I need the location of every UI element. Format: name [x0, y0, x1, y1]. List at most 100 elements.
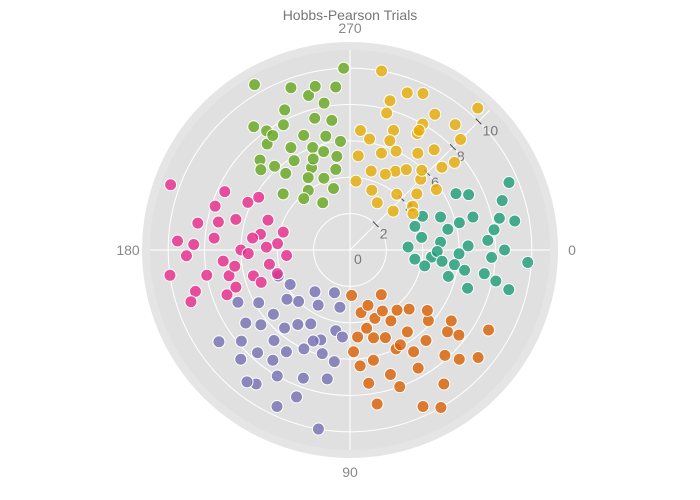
data-point	[374, 288, 388, 302]
data-point	[254, 275, 268, 289]
data-point	[292, 294, 306, 308]
data-point	[437, 377, 451, 391]
data-point	[415, 230, 429, 244]
data-point	[416, 86, 430, 100]
data-point	[402, 302, 416, 316]
data-point	[448, 118, 462, 132]
data-point	[276, 118, 290, 132]
data-point	[297, 192, 311, 206]
data-point	[492, 211, 506, 225]
data-point	[333, 300, 347, 314]
data-point	[383, 94, 397, 108]
data-point	[411, 146, 425, 160]
angular-tick-label: 90	[342, 464, 358, 480]
data-point	[319, 129, 333, 143]
data-point	[302, 88, 316, 102]
data-point	[234, 334, 248, 348]
data-point	[454, 132, 468, 146]
data-point	[502, 176, 516, 190]
data-point	[212, 335, 226, 349]
data-point	[241, 195, 255, 209]
data-point	[246, 231, 260, 245]
data-point	[280, 292, 294, 306]
data-point	[268, 159, 282, 173]
data-point	[254, 318, 268, 332]
data-point	[370, 196, 384, 210]
data-point	[410, 187, 424, 201]
data-point	[284, 81, 298, 95]
data-point	[502, 283, 516, 297]
data-point	[380, 106, 394, 120]
data-point	[462, 188, 476, 202]
data-point	[362, 376, 376, 390]
data-point	[393, 338, 407, 352]
data-point	[270, 267, 284, 281]
data-point	[297, 342, 311, 356]
data-points	[163, 61, 535, 436]
data-point	[335, 330, 349, 344]
data-point	[222, 269, 236, 283]
data-point	[428, 107, 442, 121]
data-point	[259, 240, 273, 254]
data-point	[485, 250, 499, 264]
data-point	[482, 323, 496, 337]
data-point	[406, 207, 420, 221]
data-point	[296, 371, 310, 385]
data-point	[435, 254, 449, 268]
data-point	[419, 334, 433, 348]
data-point	[461, 281, 475, 295]
data-point	[163, 268, 177, 282]
data-point	[266, 353, 280, 367]
radial-tick-label: 10	[483, 122, 499, 138]
data-point	[366, 353, 380, 367]
data-point	[441, 269, 455, 283]
data-point	[179, 249, 193, 263]
radial-tick-label: 0	[354, 251, 362, 267]
data-point	[311, 422, 325, 436]
data-point	[317, 96, 331, 110]
data-point	[375, 304, 389, 318]
series-group	[163, 178, 294, 309]
data-point	[308, 285, 322, 299]
data-point	[247, 120, 261, 134]
data-point	[416, 400, 430, 414]
data-point	[191, 216, 205, 230]
data-point	[412, 123, 426, 137]
data-point	[389, 144, 403, 158]
data-point	[283, 278, 297, 292]
angular-tick-label: 180	[116, 242, 140, 258]
data-point	[327, 286, 341, 300]
data-point	[330, 149, 344, 163]
data-point	[315, 347, 329, 361]
data-point	[252, 296, 266, 310]
data-point	[370, 397, 384, 411]
data-point	[252, 190, 266, 204]
data-point	[266, 307, 280, 321]
chart-title: Hobbs-Pearson Trials	[283, 7, 418, 23]
data-point	[415, 163, 429, 177]
data-point	[471, 101, 485, 115]
data-point	[278, 103, 292, 117]
data-point	[218, 185, 232, 199]
data-point	[374, 146, 388, 160]
data-point	[327, 355, 341, 369]
data-point	[458, 263, 472, 277]
data-point	[229, 280, 243, 294]
data-point	[164, 178, 178, 192]
data-point	[306, 152, 320, 166]
data-point	[317, 145, 331, 159]
data-point	[347, 345, 361, 359]
data-point	[383, 368, 397, 382]
data-point	[290, 390, 304, 404]
data-point	[287, 154, 301, 168]
data-point	[390, 187, 404, 201]
data-point	[400, 86, 414, 100]
data-point	[337, 61, 351, 75]
data-point	[306, 140, 320, 154]
data-point	[489, 274, 503, 288]
data-point	[325, 113, 339, 127]
data-point	[434, 400, 448, 414]
data-point	[317, 171, 331, 185]
